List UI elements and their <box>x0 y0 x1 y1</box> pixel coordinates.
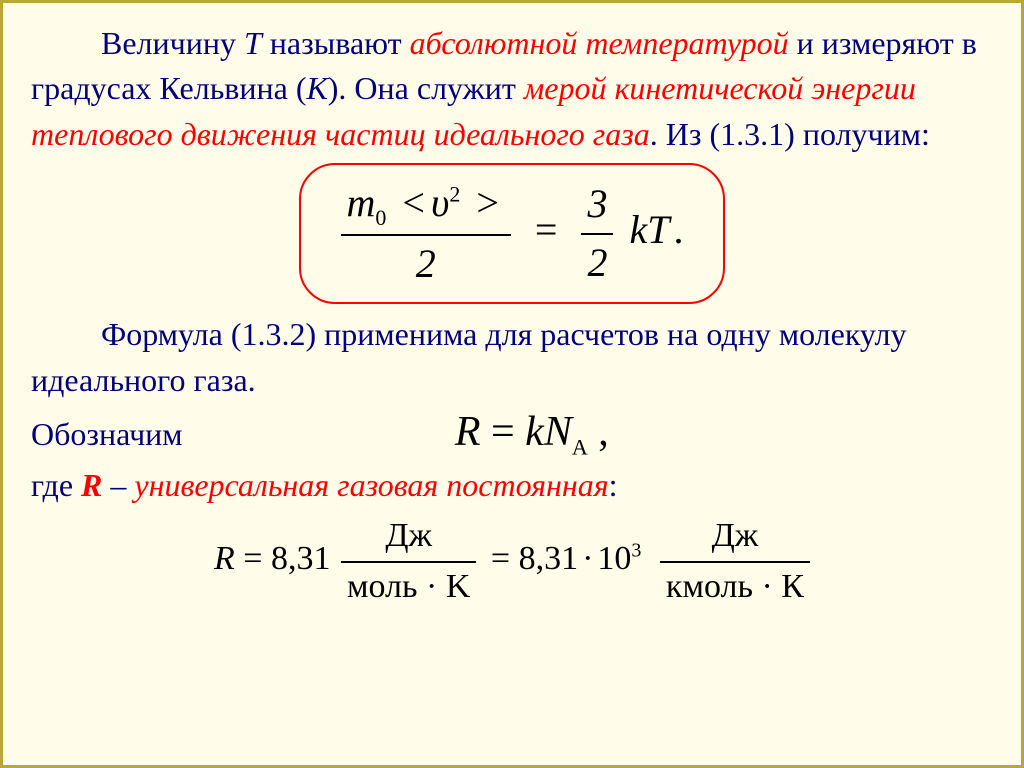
sup-3: 3 <box>631 540 641 562</box>
paragraph-3: где R – универсальная газовая постоянная… <box>31 463 993 508</box>
val-831: 8,31 <box>271 540 331 577</box>
sym-gt: > <box>470 180 505 225</box>
text: Формула (1.3.2) применима для расчетов н… <box>31 316 906 397</box>
formula-3: R = 8,31 Дж моль · K = 8,31·103 Дж кмоль… <box>214 540 810 577</box>
sym-eq: = <box>480 409 525 455</box>
var-R: R <box>81 467 102 503</box>
formula-2: R = kNA , <box>211 403 993 463</box>
formula-1: m0 <υ2 > 2 = 3 2 kT. <box>341 207 684 252</box>
unit-joule2: Дж <box>660 512 810 560</box>
unit-fraction-2: Дж кмоль · К <box>660 512 810 611</box>
text: Величину <box>101 25 244 61</box>
sym-eq2: = <box>491 540 519 577</box>
num-10: 10 <box>597 540 631 577</box>
sub-0: 0 <box>375 205 386 230</box>
den-2b: 2 <box>581 233 613 292</box>
paragraph-2: Формула (1.3.2) применима для расчетов н… <box>31 312 993 403</box>
fraction-2: 3 2 <box>581 176 613 292</box>
formula-3-container: R = 8,31 Дж моль · K = 8,31·103 Дж кмоль… <box>31 512 993 611</box>
sym-lt: < <box>396 180 431 225</box>
unit-fraction-1: Дж моль · K <box>341 512 476 611</box>
sym-eq: = <box>521 207 572 252</box>
sym-m: m <box>347 180 376 225</box>
formula-1-box: m0 <υ2 > 2 = 3 2 kT. <box>299 163 726 304</box>
val-831b: 8,31 <box>519 540 579 577</box>
text: ). Она служит <box>328 70 524 106</box>
unit-kmolK: кмоль · К <box>660 561 810 611</box>
unit-molK: моль · K <box>341 561 476 611</box>
sym-eq: = <box>235 540 271 577</box>
sub-A: A <box>572 435 588 460</box>
text: – <box>102 467 134 503</box>
text: где <box>31 467 81 503</box>
term-absolute-temperature: абсолютной темпе­ратурой <box>410 25 789 61</box>
num-3: 3 <box>581 176 613 233</box>
text: : <box>609 467 618 503</box>
var-T: T <box>244 25 262 61</box>
paragraph-1: Величину T называют абсолютной темпе­рат… <box>31 21 993 157</box>
term-gas-constant: универсальная газовая постоянная <box>134 467 608 503</box>
formula-1-container: m0 <υ2 > 2 = 3 2 kT. <box>31 163 993 304</box>
sym-period: . <box>669 207 683 252</box>
sym-N: N <box>544 409 572 455</box>
slide-content: Величину T называют абсолютной темпе­рат… <box>3 3 1021 621</box>
sup-2: 2 <box>449 182 460 207</box>
sym-R: R <box>214 540 235 577</box>
text: . Из (1.3.1) получим: <box>650 116 930 152</box>
line-denote: Обозначим R = kNA , <box>31 403 993 463</box>
text: называют <box>262 25 410 61</box>
sym-upsilon: υ <box>431 180 449 225</box>
fraction-1: m0 <υ2 > 2 <box>341 175 511 292</box>
sym-T: T <box>647 207 669 252</box>
sym-cdot: · <box>578 540 597 577</box>
den-2: 2 <box>341 234 511 293</box>
sym-R: R <box>455 409 481 455</box>
sym-k: k <box>623 207 647 252</box>
sym-comma: , <box>588 409 609 455</box>
label-denote: Обозначим <box>31 412 183 457</box>
sym-k: k <box>525 409 544 455</box>
unit-joule: Дж <box>341 512 476 560</box>
var-K: К <box>307 70 328 106</box>
